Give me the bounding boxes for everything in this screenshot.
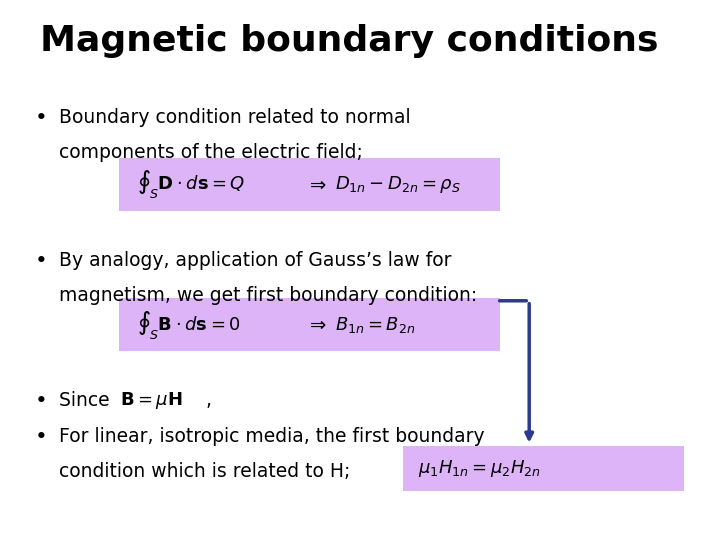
Text: condition which is related to H;: condition which is related to H;	[59, 462, 351, 481]
Text: $\mu_1 H_{1n} = \mu_2 H_{2n}$: $\mu_1 H_{1n} = \mu_2 H_{2n}$	[418, 458, 541, 479]
FancyBboxPatch shape	[119, 158, 500, 211]
Text: •: •	[35, 427, 48, 447]
Text: $\Rightarrow$: $\Rightarrow$	[306, 174, 327, 194]
Text: Since: Since	[59, 392, 116, 410]
FancyBboxPatch shape	[119, 298, 500, 351]
Text: $\mathbf{B} = \mu\mathbf{H}$: $\mathbf{B} = \mu\mathbf{H}$	[120, 390, 182, 411]
Text: components of the electric field;: components of the electric field;	[59, 143, 363, 162]
Text: ,: ,	[200, 392, 212, 410]
Text: Boundary condition related to normal: Boundary condition related to normal	[59, 108, 410, 127]
Text: $\Rightarrow$: $\Rightarrow$	[306, 315, 327, 334]
Text: $\oint_S \mathbf{D} \cdot d\mathbf{s} = Q$: $\oint_S \mathbf{D} \cdot d\mathbf{s} = …	[137, 168, 245, 200]
Text: •: •	[35, 108, 48, 128]
Text: •: •	[35, 251, 48, 271]
FancyBboxPatch shape	[403, 446, 684, 491]
Text: •: •	[35, 392, 48, 411]
Text: Magnetic boundary conditions: Magnetic boundary conditions	[40, 24, 658, 58]
Text: For linear, isotropic media, the first bo⁠undary: For linear, isotropic media, the first b…	[59, 427, 485, 446]
Text: $B_{1n} = B_{2n}$: $B_{1n} = B_{2n}$	[335, 314, 415, 335]
Text: $D_{1n} - D_{2n} = \rho_S$: $D_{1n} - D_{2n} = \rho_S$	[335, 174, 461, 194]
Text: By analogy, application of Gauss’s law for: By analogy, application of Gauss’s law f…	[59, 251, 451, 270]
Text: magnetism, we get first boundary condition:: magnetism, we get first boundary conditi…	[59, 286, 477, 305]
Text: $\oint_S \mathbf{B} \cdot d\mathbf{s} = 0$: $\oint_S \mathbf{B} \cdot d\mathbf{s} = …	[137, 308, 240, 341]
